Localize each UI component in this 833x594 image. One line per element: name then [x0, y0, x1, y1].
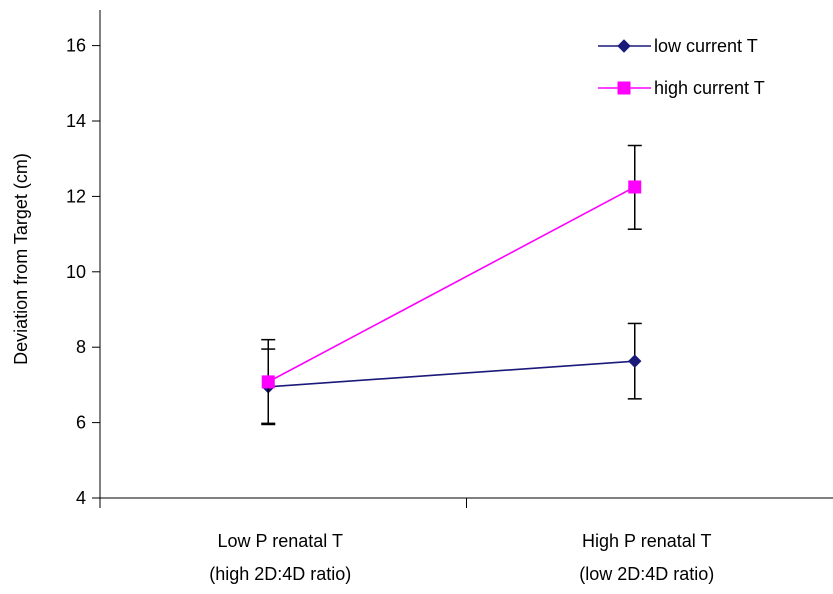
series-line [268, 360, 635, 388]
axes: 4 6 8 10 12 14 16 Deviation from Target (cm) Low… [11, 10, 833, 584]
y-tick-label: 10 [66, 262, 86, 282]
y-tick-label: 12 [66, 186, 86, 206]
y-tick-label: 14 [66, 111, 86, 131]
x-tick-label: High P renatal T [582, 531, 711, 551]
y-axis-label: Deviation from Target (cm) [11, 153, 31, 365]
legend: low current T high current T [598, 36, 765, 98]
series-line [267, 186, 636, 383]
data-point [628, 354, 642, 368]
plot-area [261, 144, 642, 426]
y-tick-label: 16 [66, 36, 86, 56]
data-point [261, 375, 275, 389]
data-point [628, 180, 642, 194]
legend-label: high current T [654, 78, 765, 98]
x-tick-label: (high 2D:4D ratio) [209, 564, 351, 584]
x-tick-label: Low P renatal T [218, 531, 343, 551]
y-tick-label: 6 [76, 413, 86, 433]
legend-marker [617, 81, 631, 95]
legend-label: low current T [654, 36, 758, 56]
legend-marker [617, 39, 631, 53]
y-tick-label: 8 [76, 337, 86, 357]
x-tick-label: (low 2D:4D ratio) [579, 564, 714, 584]
y-tick-label: 4 [76, 488, 86, 508]
